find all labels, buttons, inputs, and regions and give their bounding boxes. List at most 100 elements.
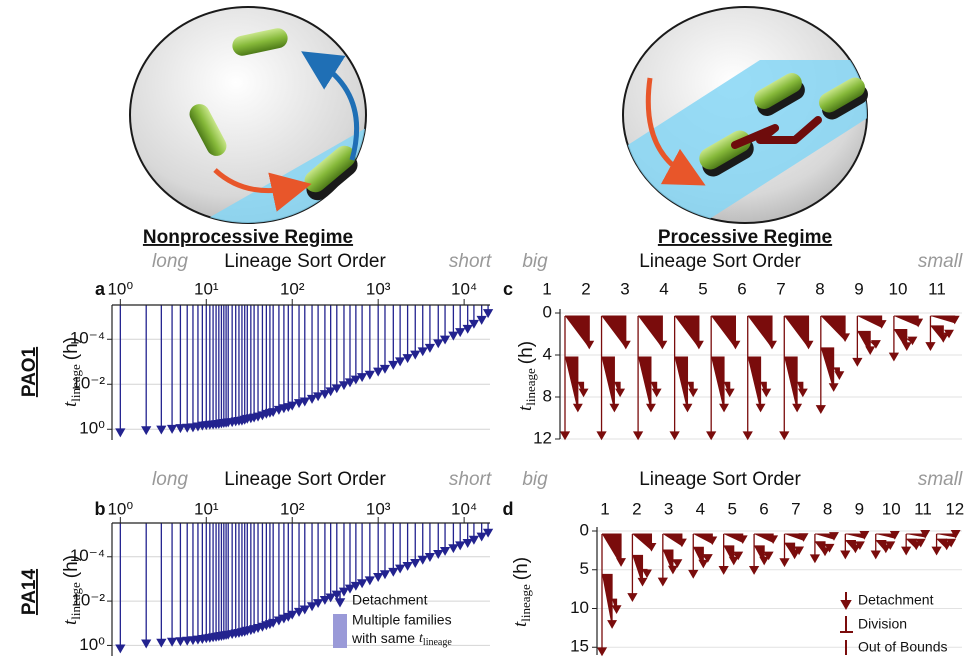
- lineage-trunk: [657, 534, 668, 587]
- legend-label: with same tlineage: [351, 630, 452, 649]
- lineage-branch: [820, 315, 851, 343]
- y-axis-label: tlineage (h): [515, 341, 538, 411]
- lineage-branch: [711, 315, 741, 350]
- lineage-trunk: [688, 534, 699, 579]
- detachment-stem: [166, 305, 178, 434]
- legend-label-text: with same: [351, 630, 415, 646]
- lineage-branch: [565, 356, 583, 413]
- x-tick-label: 11: [928, 279, 946, 298]
- detachment-stem: [299, 305, 310, 407]
- lineage-branch: [693, 533, 718, 546]
- lineage-branch: [875, 531, 900, 540]
- lineage-trunk: [840, 534, 851, 560]
- y-tick-label: 12: [533, 428, 552, 447]
- lineage-branch: [906, 336, 918, 346]
- y-label-unit: (h): [511, 557, 532, 580]
- y-label-subscript: lineage: [518, 584, 533, 622]
- header-right: small: [918, 251, 963, 272]
- detachment-stem: [201, 523, 212, 644]
- lineage-branch: [857, 330, 876, 356]
- x-tick-label: 7: [791, 499, 800, 518]
- detachment-stem: [287, 523, 298, 620]
- detachment-stem: [223, 305, 234, 428]
- lineage-branch: [814, 532, 839, 541]
- lineage-branch: [565, 315, 595, 350]
- arrow: [645, 77, 706, 186]
- lineage-branch: [693, 546, 709, 569]
- detachment-stem: [394, 523, 406, 574]
- lineage-branch: [662, 533, 687, 548]
- detachment-stem: [439, 523, 451, 556]
- x-tick-label: 10¹: [194, 279, 219, 298]
- panel-letter: d: [503, 499, 514, 519]
- cell: [754, 73, 802, 109]
- x-tick-label: 10⁰: [107, 279, 133, 298]
- row-label: PAO1: [19, 346, 40, 397]
- legend-swatch: [334, 592, 346, 608]
- detachment-stem: [476, 523, 487, 542]
- lineage-branch: [723, 545, 739, 566]
- lineage-branch: [674, 315, 704, 350]
- x-tick-label: 4: [696, 499, 705, 518]
- y-label-unit: (h): [61, 555, 82, 578]
- lineage-branch: [614, 381, 626, 398]
- lineage-branch: [854, 541, 865, 551]
- x-tick-label: 5: [698, 279, 707, 298]
- lineage-branch: [602, 573, 618, 629]
- y-label-subscript: lineage: [68, 582, 83, 620]
- y-tick-label: 5: [580, 559, 589, 578]
- lineage-branch: [754, 533, 779, 545]
- y-tick-label: 4: [543, 344, 552, 363]
- lineage-branch: [885, 541, 896, 551]
- x-tick-label: 10: [889, 279, 908, 298]
- detachment-stem: [448, 523, 459, 554]
- lineage-branch: [763, 551, 774, 561]
- y-axis-label: tlineage (h): [510, 557, 533, 627]
- detachment-stem: [350, 305, 361, 385]
- lineage-branch: [797, 381, 808, 398]
- x-tick-label: 10: [882, 499, 901, 518]
- header-right: short: [449, 251, 492, 272]
- detachment-stem: [325, 305, 336, 397]
- detachment-stem: [482, 305, 494, 319]
- x-tick-label: 8: [823, 499, 832, 518]
- lineage-branch: [784, 542, 800, 560]
- lineage-trunk: [596, 534, 608, 657]
- lineage-branch: [870, 340, 881, 349]
- lineage-branch: [857, 315, 887, 329]
- detachment-stem: [373, 523, 384, 582]
- detachment-stem: [257, 305, 268, 421]
- detachment-stem: [227, 305, 238, 428]
- detachment-stem: [278, 305, 290, 414]
- x-tick-label: 10¹: [194, 499, 219, 518]
- header-left: long: [152, 251, 188, 272]
- detachment-stem: [156, 523, 167, 648]
- x-tick-label: 10³: [366, 279, 391, 298]
- x-tick-label: 9: [855, 499, 864, 518]
- header-left: big: [522, 251, 548, 272]
- lineage-branch: [845, 531, 870, 540]
- cell: [304, 145, 356, 193]
- lineage-branch: [747, 315, 777, 350]
- lineage-branch: [724, 381, 735, 398]
- detachment-stem: [166, 523, 178, 647]
- detachment-stem: [156, 305, 167, 435]
- x-tick-label: 10⁴: [451, 279, 477, 298]
- lineage-branch: [642, 568, 652, 579]
- detachment-stem: [293, 523, 305, 617]
- y-tick-label: 8: [543, 386, 552, 405]
- panel-letter: a: [95, 279, 106, 299]
- lineage-branch: [930, 325, 949, 343]
- x-tick-label: 1: [600, 499, 609, 518]
- lineage-trunk: [870, 534, 881, 560]
- detachment-stem: [344, 305, 356, 388]
- detachment-stem: [287, 305, 298, 411]
- x-tick-label: 7: [776, 279, 785, 298]
- lineage-trunk: [925, 316, 936, 352]
- detachment-stem: [273, 305, 285, 415]
- lineage-branch: [632, 533, 657, 552]
- detachment-stem: [252, 305, 264, 422]
- detachment-stem: [410, 523, 421, 568]
- lineage-branch: [784, 315, 814, 350]
